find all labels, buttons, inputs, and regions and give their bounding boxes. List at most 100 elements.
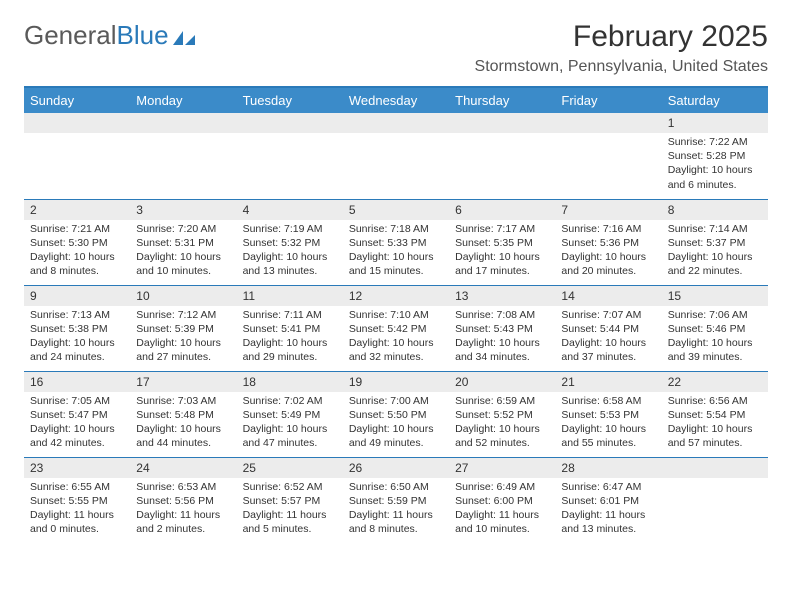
sunset-text: Sunset: 5:46 PM [668, 322, 762, 336]
day-details: Sunrise: 7:13 AMSunset: 5:38 PMDaylight:… [24, 306, 130, 369]
day-number [343, 113, 449, 133]
day-number: 27 [449, 458, 555, 478]
sunset-text: Sunset: 5:55 PM [30, 494, 124, 508]
calendar-empty-cell [130, 113, 236, 199]
day-number: 5 [343, 200, 449, 220]
calendar-week-row: 1Sunrise: 7:22 AMSunset: 5:28 PMDaylight… [24, 113, 768, 199]
day-details: Sunrise: 7:12 AMSunset: 5:39 PMDaylight:… [130, 306, 236, 369]
logo-sail-icon [171, 29, 197, 47]
sunrise-text: Sunrise: 7:00 AM [349, 394, 443, 408]
day-number: 6 [449, 200, 555, 220]
sunrise-text: Sunrise: 7:13 AM [30, 308, 124, 322]
calendar-day-cell: 4Sunrise: 7:19 AMSunset: 5:32 PMDaylight… [237, 199, 343, 285]
day-number: 18 [237, 372, 343, 392]
day-number [24, 113, 130, 133]
day-details: Sunrise: 6:49 AMSunset: 6:00 PMDaylight:… [449, 478, 555, 541]
sunset-text: Sunset: 5:30 PM [30, 236, 124, 250]
calendar-day-cell: 6Sunrise: 7:17 AMSunset: 5:35 PMDaylight… [449, 199, 555, 285]
calendar-day-cell: 8Sunrise: 7:14 AMSunset: 5:37 PMDaylight… [662, 199, 768, 285]
calendar-day-cell: 9Sunrise: 7:13 AMSunset: 5:38 PMDaylight… [24, 285, 130, 371]
daylight-text: Daylight: 10 hours and 55 minutes. [561, 422, 655, 450]
day-details: Sunrise: 6:59 AMSunset: 5:52 PMDaylight:… [449, 392, 555, 455]
sunset-text: Sunset: 5:57 PM [243, 494, 337, 508]
calendar-day-cell: 12Sunrise: 7:10 AMSunset: 5:42 PMDayligh… [343, 285, 449, 371]
daylight-text: Daylight: 10 hours and 15 minutes. [349, 250, 443, 278]
calendar-table: SundayMondayTuesdayWednesdayThursdayFrid… [24, 88, 768, 543]
header: GeneralBlue February 2025 Stormstown, Pe… [24, 20, 768, 76]
daylight-text: Daylight: 10 hours and 8 minutes. [30, 250, 124, 278]
sunrise-text: Sunrise: 6:55 AM [30, 480, 124, 494]
daylight-text: Daylight: 11 hours and 2 minutes. [136, 508, 230, 536]
sunset-text: Sunset: 5:38 PM [30, 322, 124, 336]
day-number: 9 [24, 286, 130, 306]
daylight-text: Daylight: 10 hours and 32 minutes. [349, 336, 443, 364]
calendar-day-cell: 19Sunrise: 7:00 AMSunset: 5:50 PMDayligh… [343, 371, 449, 457]
day-number: 13 [449, 286, 555, 306]
calendar-empty-cell [449, 113, 555, 199]
day-details: Sunrise: 7:21 AMSunset: 5:30 PMDaylight:… [24, 220, 130, 283]
weekday-header: Thursday [449, 88, 555, 113]
day-number: 11 [237, 286, 343, 306]
day-details: Sunrise: 7:10 AMSunset: 5:42 PMDaylight:… [343, 306, 449, 369]
day-details: Sunrise: 6:53 AMSunset: 5:56 PMDaylight:… [130, 478, 236, 541]
sunrise-text: Sunrise: 6:49 AM [455, 480, 549, 494]
sunrise-text: Sunrise: 7:11 AM [243, 308, 337, 322]
day-details: Sunrise: 7:14 AMSunset: 5:37 PMDaylight:… [662, 220, 768, 283]
sunset-text: Sunset: 5:48 PM [136, 408, 230, 422]
day-number: 12 [343, 286, 449, 306]
day-number: 3 [130, 200, 236, 220]
daylight-text: Daylight: 10 hours and 17 minutes. [455, 250, 549, 278]
day-details: Sunrise: 6:47 AMSunset: 6:01 PMDaylight:… [555, 478, 661, 541]
sunrise-text: Sunrise: 7:20 AM [136, 222, 230, 236]
day-details: Sunrise: 6:50 AMSunset: 5:59 PMDaylight:… [343, 478, 449, 541]
day-number: 4 [237, 200, 343, 220]
calendar-day-cell: 1Sunrise: 7:22 AMSunset: 5:28 PMDaylight… [662, 113, 768, 199]
weekday-header: Saturday [662, 88, 768, 113]
daylight-text: Daylight: 10 hours and 27 minutes. [136, 336, 230, 364]
daylight-text: Daylight: 11 hours and 5 minutes. [243, 508, 337, 536]
sunrise-text: Sunrise: 7:22 AM [668, 135, 762, 149]
calendar-day-cell: 10Sunrise: 7:12 AMSunset: 5:39 PMDayligh… [130, 285, 236, 371]
day-details: Sunrise: 7:00 AMSunset: 5:50 PMDaylight:… [343, 392, 449, 455]
day-number [237, 113, 343, 133]
weekday-header: Wednesday [343, 88, 449, 113]
sunset-text: Sunset: 5:52 PM [455, 408, 549, 422]
daylight-text: Daylight: 10 hours and 10 minutes. [136, 250, 230, 278]
calendar-day-cell: 23Sunrise: 6:55 AMSunset: 5:55 PMDayligh… [24, 457, 130, 543]
sunrise-text: Sunrise: 7:10 AM [349, 308, 443, 322]
day-number: 26 [343, 458, 449, 478]
day-number: 24 [130, 458, 236, 478]
day-number [130, 113, 236, 133]
sunset-text: Sunset: 5:56 PM [136, 494, 230, 508]
calendar-day-cell: 20Sunrise: 6:59 AMSunset: 5:52 PMDayligh… [449, 371, 555, 457]
calendar-day-cell: 27Sunrise: 6:49 AMSunset: 6:00 PMDayligh… [449, 457, 555, 543]
day-details: Sunrise: 6:56 AMSunset: 5:54 PMDaylight:… [662, 392, 768, 455]
day-number: 2 [24, 200, 130, 220]
day-details: Sunrise: 7:03 AMSunset: 5:48 PMDaylight:… [130, 392, 236, 455]
calendar-day-cell: 17Sunrise: 7:03 AMSunset: 5:48 PMDayligh… [130, 371, 236, 457]
sunset-text: Sunset: 5:47 PM [30, 408, 124, 422]
daylight-text: Daylight: 10 hours and 42 minutes. [30, 422, 124, 450]
sunset-text: Sunset: 5:54 PM [668, 408, 762, 422]
day-number: 1 [662, 113, 768, 133]
daylight-text: Daylight: 10 hours and 20 minutes. [561, 250, 655, 278]
day-details: Sunrise: 7:16 AMSunset: 5:36 PMDaylight:… [555, 220, 661, 283]
daylight-text: Daylight: 10 hours and 6 minutes. [668, 163, 762, 191]
calendar-day-cell: 3Sunrise: 7:20 AMSunset: 5:31 PMDaylight… [130, 199, 236, 285]
day-details: Sunrise: 7:20 AMSunset: 5:31 PMDaylight:… [130, 220, 236, 283]
daylight-text: Daylight: 10 hours and 24 minutes. [30, 336, 124, 364]
sunset-text: Sunset: 5:37 PM [668, 236, 762, 250]
sunrise-text: Sunrise: 7:18 AM [349, 222, 443, 236]
daylight-text: Daylight: 10 hours and 22 minutes. [668, 250, 762, 278]
day-number: 23 [24, 458, 130, 478]
day-details: Sunrise: 7:19 AMSunset: 5:32 PMDaylight:… [237, 220, 343, 283]
day-number [662, 458, 768, 478]
daylight-text: Daylight: 11 hours and 10 minutes. [455, 508, 549, 536]
calendar-day-cell: 2Sunrise: 7:21 AMSunset: 5:30 PMDaylight… [24, 199, 130, 285]
weekday-header: Monday [130, 88, 236, 113]
daylight-text: Daylight: 10 hours and 57 minutes. [668, 422, 762, 450]
sunset-text: Sunset: 6:00 PM [455, 494, 549, 508]
sunrise-text: Sunrise: 7:21 AM [30, 222, 124, 236]
weekday-header: Sunday [24, 88, 130, 113]
daylight-text: Daylight: 10 hours and 44 minutes. [136, 422, 230, 450]
